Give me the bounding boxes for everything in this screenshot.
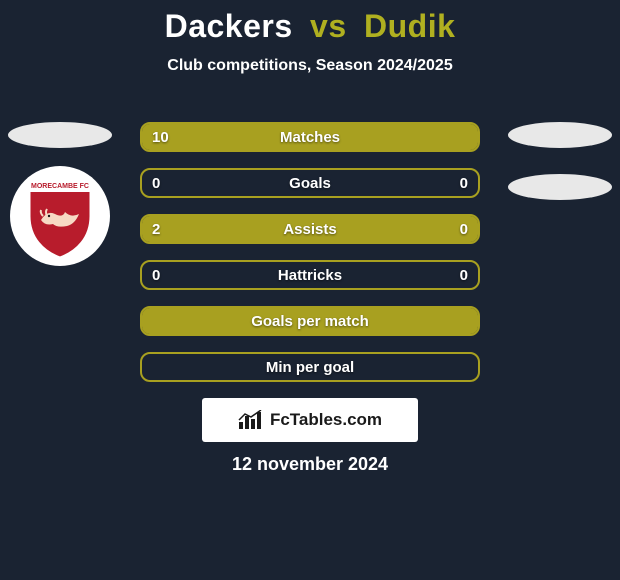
stat-label: Matches [142, 124, 478, 150]
brand-box: FcTables.com [202, 398, 418, 442]
brand-text: FcTables.com [270, 410, 382, 430]
player2-avatar-area [508, 122, 612, 200]
stat-label: Hattricks [142, 262, 478, 288]
morecambe-badge-icon: MORECAMBE FC [23, 172, 97, 260]
player1-avatar-area: MORECAMBE FC [8, 122, 112, 266]
player1-club-badge: MORECAMBE FC [10, 166, 110, 266]
stat-bars: 10Matches 00Goals 20Assists 00Hattricks Goal… [140, 122, 480, 398]
title: Dackers vs Dudik [0, 0, 620, 45]
date-label: 12 november 2024 [0, 454, 620, 475]
player1-name: Dackers [165, 8, 293, 44]
stat-row: 00Hattricks [140, 260, 480, 290]
player2-club-placeholder [508, 174, 612, 200]
stat-label: Goals per match [142, 308, 478, 334]
stat-row: 10Matches [140, 122, 480, 152]
player2-photo-placeholder [508, 122, 612, 148]
player1-photo-placeholder [8, 122, 112, 148]
stat-row: 00Goals [140, 168, 480, 198]
svg-text:MORECAMBE FC: MORECAMBE FC [31, 183, 89, 190]
player2-name: Dudik [364, 8, 455, 44]
subtitle: Club competitions, Season 2024/2025 [0, 57, 620, 75]
comparison-card: Dackers vs Dudik Club competitions, Seas… [0, 0, 620, 580]
stat-label: Goals [142, 170, 478, 196]
stat-row: 20Assists [140, 214, 480, 244]
stat-label: Assists [142, 216, 478, 242]
vs-label: vs [310, 8, 347, 44]
stat-label: Min per goal [142, 354, 478, 380]
stat-row: Min per goal [140, 352, 480, 382]
stat-row: Goals per match [140, 306, 480, 336]
fctables-logo-icon [238, 410, 264, 430]
